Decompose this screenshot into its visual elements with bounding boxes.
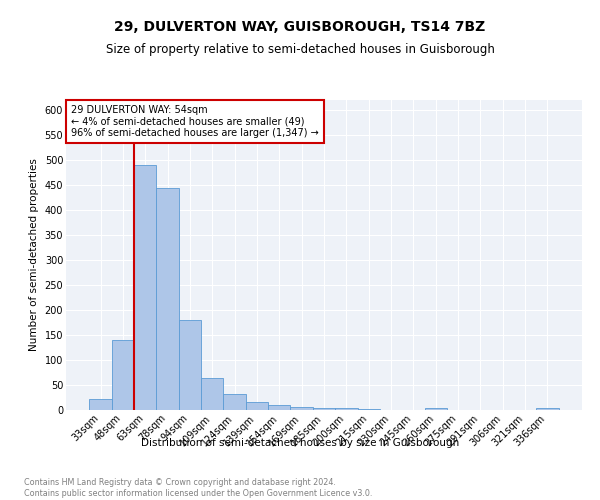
- Bar: [313, 408, 335, 410]
- Bar: [223, 394, 246, 410]
- Bar: [536, 408, 559, 410]
- Text: Size of property relative to semi-detached houses in Guisborough: Size of property relative to semi-detach…: [106, 42, 494, 56]
- Text: Contains HM Land Registry data © Crown copyright and database right 2024.
Contai: Contains HM Land Registry data © Crown c…: [24, 478, 373, 498]
- Bar: [290, 406, 313, 410]
- Bar: [358, 408, 380, 410]
- Text: Distribution of semi-detached houses by size in Guisborough: Distribution of semi-detached houses by …: [141, 438, 459, 448]
- Text: 29, DULVERTON WAY, GUISBOROUGH, TS14 7BZ: 29, DULVERTON WAY, GUISBOROUGH, TS14 7BZ: [115, 20, 485, 34]
- Bar: [89, 398, 112, 410]
- Text: 29 DULVERTON WAY: 54sqm
← 4% of semi-detached houses are smaller (49)
96% of sem: 29 DULVERTON WAY: 54sqm ← 4% of semi-det…: [71, 104, 319, 138]
- Bar: [201, 378, 223, 410]
- Y-axis label: Number of semi-detached properties: Number of semi-detached properties: [29, 158, 39, 352]
- Bar: [112, 340, 134, 410]
- Bar: [268, 404, 290, 410]
- Bar: [134, 165, 157, 410]
- Bar: [246, 402, 268, 410]
- Bar: [157, 188, 179, 410]
- Bar: [179, 320, 201, 410]
- Bar: [425, 408, 447, 410]
- Bar: [335, 408, 358, 410]
